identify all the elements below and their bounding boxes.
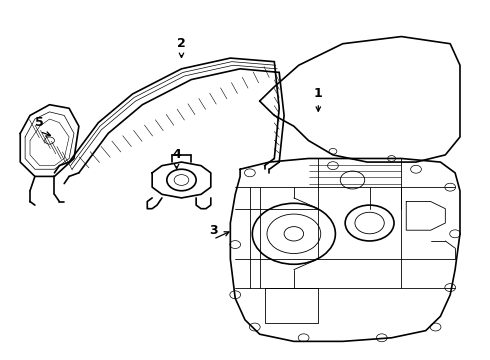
Text: 2: 2 [177, 37, 186, 50]
Text: 3: 3 [209, 224, 218, 237]
Text: 1: 1 [314, 87, 323, 100]
Text: 5: 5 [35, 116, 44, 129]
Text: 4: 4 [172, 148, 181, 161]
